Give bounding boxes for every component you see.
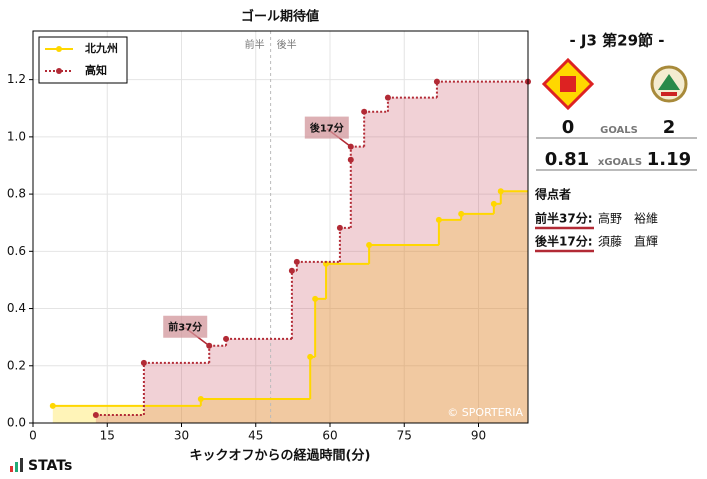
point xyxy=(92,411,99,418)
point xyxy=(433,78,440,85)
x-axis-label: キックオフからの経過時間(分) xyxy=(190,448,371,464)
y-tick-label: 0.0 xyxy=(7,416,26,430)
x-tick-label: 60 xyxy=(322,429,337,443)
point xyxy=(336,224,343,231)
brand-icon xyxy=(15,462,18,472)
legend-marker xyxy=(56,46,62,52)
chart-title: ゴール期待値 xyxy=(241,9,319,25)
away-xg: 1.19 xyxy=(647,149,691,170)
brand-icon xyxy=(10,466,13,472)
area xyxy=(52,191,529,423)
brand-text: STATs xyxy=(28,458,72,474)
annotation: 前37分 xyxy=(168,321,202,334)
point xyxy=(366,242,373,249)
x-tick-label: 30 xyxy=(174,429,189,443)
point xyxy=(384,94,391,101)
y-tick-label: 0.8 xyxy=(7,187,26,201)
away-logo xyxy=(650,65,688,103)
logo-shape xyxy=(661,92,677,96)
annotation-box xyxy=(163,315,208,338)
legend-label: 北九州 xyxy=(85,41,118,55)
watermark: © SPORTERIA xyxy=(447,406,523,419)
y-tick-label: 1.0 xyxy=(7,129,26,143)
x-tick-label: 45 xyxy=(248,429,263,443)
scorer-name: 須藤 直輝 xyxy=(598,235,658,249)
point xyxy=(49,402,56,409)
point xyxy=(223,335,230,342)
y-tick-label: 0.4 xyxy=(7,301,26,315)
logo-shape xyxy=(658,74,680,90)
xg-label: xGOALS xyxy=(598,157,642,168)
point xyxy=(293,258,300,265)
away-goals: 2 xyxy=(663,117,676,138)
x-tick-label: 15 xyxy=(100,429,115,443)
plot-frame xyxy=(32,30,529,424)
scorer-name: 高野 裕維 xyxy=(598,211,658,226)
area xyxy=(95,81,529,423)
logo-shape xyxy=(560,76,576,92)
home-goals: 0 xyxy=(562,117,575,138)
point xyxy=(458,210,465,217)
scorer-time: 前半37分: xyxy=(535,211,593,226)
point xyxy=(323,260,330,267)
point xyxy=(361,108,368,115)
round: - J3 第29節 - xyxy=(569,32,664,50)
brand-icon xyxy=(20,458,23,472)
annotation-box xyxy=(304,116,349,139)
y-tick-label: 0.2 xyxy=(7,358,26,372)
half-label: 前半 xyxy=(245,38,265,51)
x-tick-label: 90 xyxy=(471,429,486,443)
point xyxy=(140,359,147,366)
point xyxy=(490,200,497,207)
point xyxy=(435,216,442,223)
x-tick-label: 75 xyxy=(397,429,412,443)
point xyxy=(497,188,504,195)
legend-marker xyxy=(56,68,62,74)
point xyxy=(197,395,204,402)
point xyxy=(307,353,314,360)
x-tick-label: 0 xyxy=(29,429,37,443)
y-tick-label: 1.2 xyxy=(7,72,26,86)
point xyxy=(312,295,319,302)
annotation: 後17分 xyxy=(310,122,344,135)
half-label: 後半 xyxy=(277,38,297,51)
scorers-title: 得点者 xyxy=(534,187,571,202)
home-xg: 0.81 xyxy=(545,149,589,170)
point xyxy=(347,156,354,163)
legend-box xyxy=(38,36,128,84)
y-tick-label: 0.6 xyxy=(7,244,26,258)
legend-label: 高知 xyxy=(85,63,107,77)
scorer-time: 後半17分: xyxy=(535,234,593,249)
home-logo xyxy=(541,57,595,111)
goals-label: GOALS xyxy=(600,125,638,136)
point xyxy=(288,267,295,274)
brand: STATs xyxy=(10,458,72,474)
